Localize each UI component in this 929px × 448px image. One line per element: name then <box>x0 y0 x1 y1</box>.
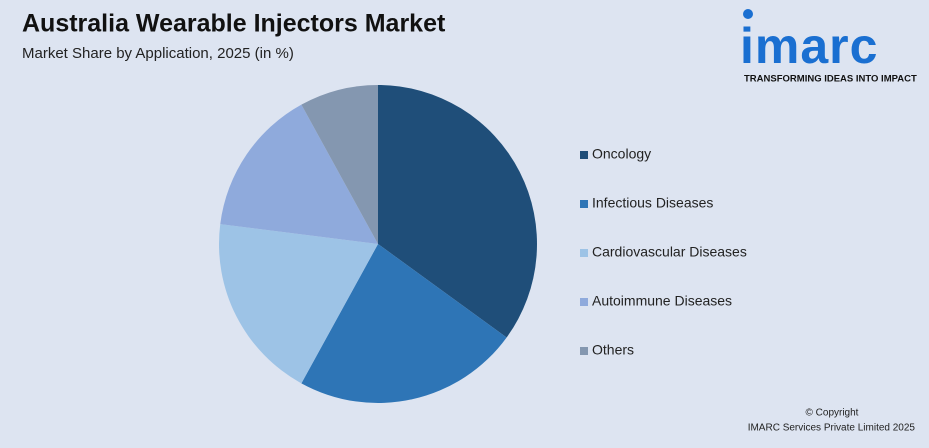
legend-label: Infectious Diseases <box>592 195 713 211</box>
pie-slice <box>220 104 378 244</box>
legend-swatch <box>580 200 588 208</box>
legend-label: Oncology <box>592 146 651 162</box>
chart-title: Australia Wearable Injectors Market <box>22 10 446 38</box>
pie-slice <box>301 85 378 244</box>
pie-slice <box>378 85 537 338</box>
pie-slice <box>301 244 507 403</box>
legend-swatch <box>580 249 588 257</box>
legend-swatch <box>580 347 588 355</box>
copyright: © Copyright <box>806 408 859 419</box>
legend-label: Others <box>592 342 634 358</box>
legend-label: Cardiovascular Diseases <box>592 244 747 260</box>
logo: imarc <box>740 18 878 74</box>
company: IMARC Services Private Limited 2025 <box>748 423 916 434</box>
logo-dot <box>743 9 753 19</box>
pie-slice <box>219 224 378 384</box>
legend-swatch <box>580 151 588 159</box>
legend-label: Autoimmune Diseases <box>592 293 732 309</box>
chart-subtitle: Market Share by Application, 2025 (in %) <box>22 45 294 62</box>
tagline: TRANSFORMING IDEAS INTO IMPACT <box>744 74 917 85</box>
legend-swatch <box>580 298 588 306</box>
